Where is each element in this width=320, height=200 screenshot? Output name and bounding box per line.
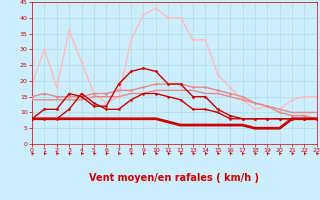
X-axis label: Vent moyen/en rafales ( km/h ): Vent moyen/en rafales ( km/h ) xyxy=(89,173,260,183)
